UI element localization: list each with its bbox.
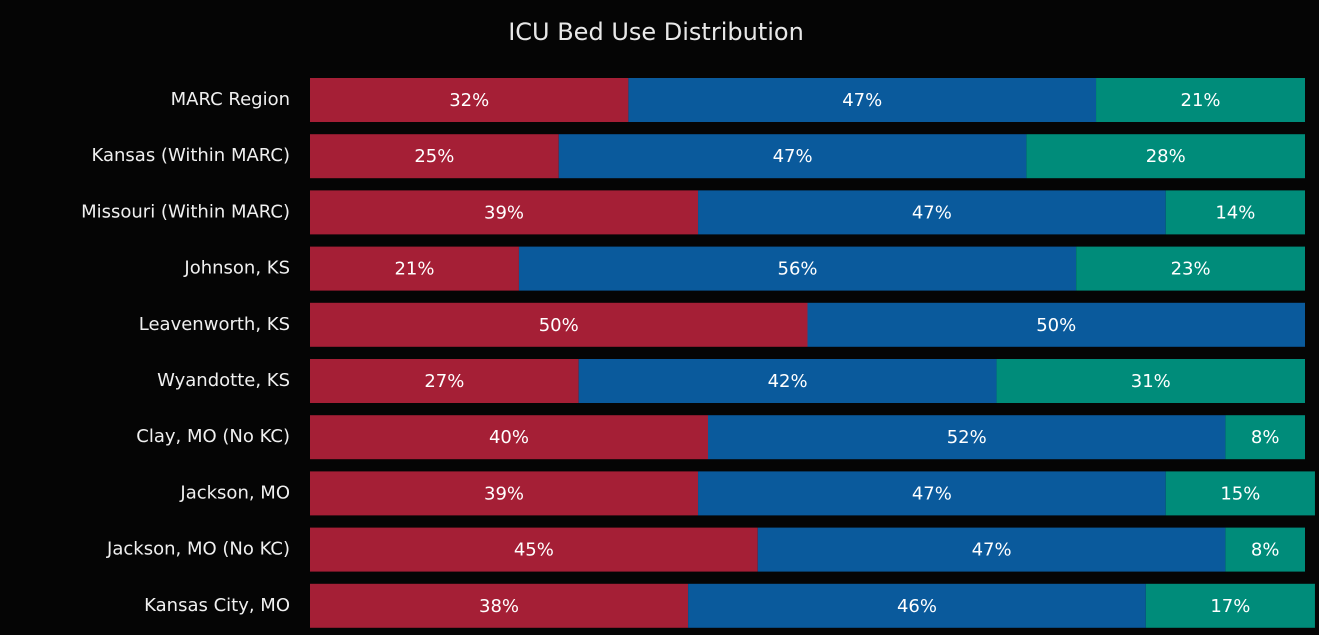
value-label: 8% [1251,540,1280,561]
bar-segment [1145,583,1315,628]
bar-segment [310,246,519,291]
value-label: 39% [484,202,524,223]
category-label: Clay, MO (No KC) [136,426,290,447]
category-label: Johnson, KS [183,258,290,279]
category-label: Kansas (Within MARC) [91,145,290,166]
value-label: 47% [912,483,952,504]
bar-segment [310,415,708,460]
value-label: 21% [394,259,434,280]
bar-segment [310,190,699,235]
value-label: 47% [842,90,882,111]
value-label: 56% [778,259,818,280]
bar-segment [1165,471,1315,516]
category-label: Missouri (Within MARC) [81,201,290,222]
value-label: 8% [1251,427,1280,448]
category-label: MARC Region [171,89,290,110]
value-label: 14% [1215,202,1255,223]
bar-segment [518,246,1077,291]
value-label: 23% [1171,259,1211,280]
bar-segment [310,583,689,628]
value-label: 47% [773,146,813,167]
category-label: Kansas City, MO [144,595,290,616]
bar-segment [310,78,629,122]
category-label: Wyandotte, KS [157,370,290,391]
value-label: 31% [1131,371,1171,392]
value-label: 21% [1181,90,1221,111]
value-label: 45% [514,540,554,561]
bar-segment [996,359,1305,403]
value-label: 42% [768,371,808,392]
chart-title: ICU Bed Use Distribution [508,18,804,46]
category-label: Leavenworth, KS [139,314,290,335]
value-label: 15% [1220,483,1260,504]
value-label: 47% [972,540,1012,561]
value-label: 32% [449,90,489,111]
bar-segment [757,527,1226,572]
value-label: 25% [414,146,454,167]
category-label: Jackson, MO (No KC) [106,539,290,560]
bar-segment [698,190,1166,235]
bar-segment [578,359,997,403]
bar-segment [310,302,808,347]
bar-segment [310,527,758,572]
bar-segment [1165,190,1305,235]
value-label: 47% [912,202,952,223]
value-label: 46% [897,596,937,617]
bar-segment [628,78,1097,122]
value-label: 39% [484,483,524,504]
bar-segment [1096,78,1305,122]
bar-segment [310,359,579,403]
bar-segment [807,302,1305,347]
category-label: Jackson, MO [179,482,290,503]
value-label: 50% [539,315,579,336]
value-label: 40% [489,427,529,448]
bar-segment [310,471,699,516]
bar-segment [558,134,1027,179]
value-label: 17% [1210,596,1250,617]
value-label: 52% [947,427,987,448]
bar-segment [698,471,1166,516]
bar-segment [1076,246,1305,291]
bar-segment [688,583,1146,628]
value-label: 38% [479,596,519,617]
bar-segment [310,134,559,179]
bar-segment [1026,134,1305,179]
bar-segment [1225,527,1305,572]
value-label: 28% [1146,146,1186,167]
value-label: 27% [424,371,464,392]
value-label: 50% [1036,315,1076,336]
bar-segment [708,415,1226,460]
bar-segment [1225,415,1305,460]
